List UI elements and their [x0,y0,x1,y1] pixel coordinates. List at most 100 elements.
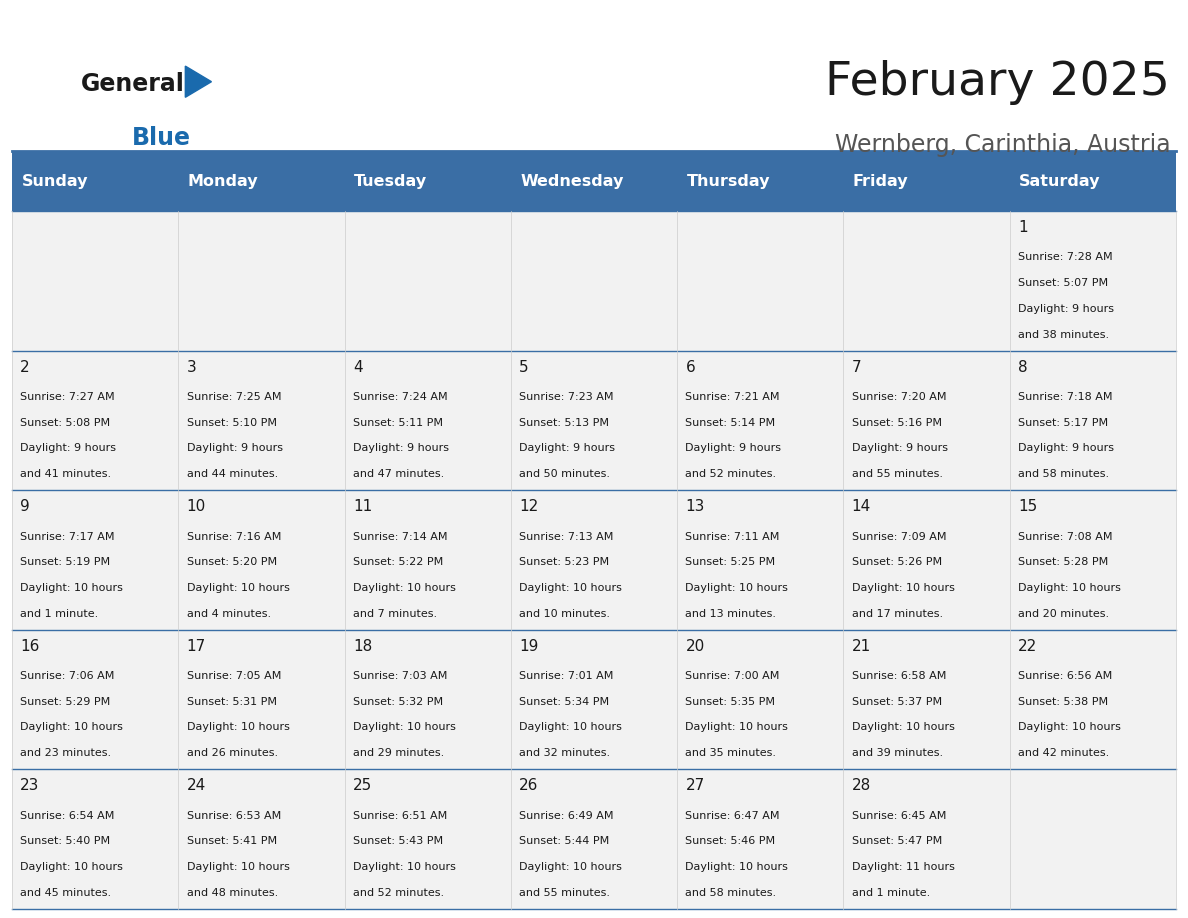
Bar [178,769,345,909]
Text: 19: 19 [519,639,538,654]
Bar [178,490,345,630]
Text: Wernberg, Carinthia, Austria: Wernberg, Carinthia, Austria [834,133,1170,157]
Bar [677,490,843,630]
Text: Sunset: 5:37 PM: Sunset: 5:37 PM [852,697,942,707]
Text: and 1 minute.: and 1 minute. [852,888,930,898]
Polygon shape [185,66,211,97]
Text: Sunrise: 6:54 AM: Sunrise: 6:54 AM [20,811,114,821]
Text: Tuesday: Tuesday [354,174,428,189]
Text: Sunrise: 6:56 AM: Sunrise: 6:56 AM [1018,671,1112,681]
Text: Sunrise: 6:47 AM: Sunrise: 6:47 AM [685,811,781,821]
Text: and 58 minutes.: and 58 minutes. [685,888,777,898]
Text: Daylight: 10 hours: Daylight: 10 hours [353,583,456,593]
Text: Sunrise: 7:13 AM: Sunrise: 7:13 AM [519,532,613,542]
Text: Daylight: 10 hours: Daylight: 10 hours [519,862,623,872]
Bar [178,630,345,769]
Bar [12,151,1176,211]
Text: Daylight: 10 hours: Daylight: 10 hours [353,722,456,733]
Bar [1010,630,1176,769]
Text: 12: 12 [519,499,538,514]
Text: Sunrise: 7:27 AM: Sunrise: 7:27 AM [20,392,115,402]
Bar [843,630,1010,769]
Text: 14: 14 [852,499,871,514]
Bar [511,211,677,351]
Text: Wednesday: Wednesday [520,174,624,189]
Bar [677,630,843,769]
Text: Sunrise: 7:01 AM: Sunrise: 7:01 AM [519,671,613,681]
Text: Daylight: 10 hours: Daylight: 10 hours [20,862,124,872]
Text: 2: 2 [20,360,30,375]
Text: Daylight: 10 hours: Daylight: 10 hours [852,722,955,733]
Text: Sunset: 5:31 PM: Sunset: 5:31 PM [187,697,277,707]
Text: Monday: Monday [188,174,258,189]
Text: Sunset: 5:26 PM: Sunset: 5:26 PM [852,557,942,567]
Text: Sunset: 5:17 PM: Sunset: 5:17 PM [1018,418,1108,428]
Text: 9: 9 [20,499,30,514]
Text: 6: 6 [685,360,695,375]
Text: and 50 minutes.: and 50 minutes. [519,469,611,479]
Text: Sunset: 5:29 PM: Sunset: 5:29 PM [20,697,110,707]
Text: February 2025: February 2025 [826,60,1170,105]
Text: Sunset: 5:40 PM: Sunset: 5:40 PM [20,836,110,846]
Text: Daylight: 10 hours: Daylight: 10 hours [187,722,290,733]
Text: Daylight: 10 hours: Daylight: 10 hours [852,583,955,593]
Text: Sunrise: 7:06 AM: Sunrise: 7:06 AM [20,671,114,681]
Text: 20: 20 [685,639,704,654]
Text: and 4 minutes.: and 4 minutes. [187,609,271,619]
Text: Daylight: 9 hours: Daylight: 9 hours [1018,443,1114,453]
Text: Daylight: 9 hours: Daylight: 9 hours [20,443,116,453]
Text: 3: 3 [187,360,196,375]
Text: Sunset: 5:19 PM: Sunset: 5:19 PM [20,557,110,567]
Text: Daylight: 10 hours: Daylight: 10 hours [685,722,789,733]
Text: Sunset: 5:10 PM: Sunset: 5:10 PM [187,418,277,428]
Text: Daylight: 10 hours: Daylight: 10 hours [20,583,124,593]
Bar [1010,351,1176,490]
Bar [12,490,178,630]
Text: and 44 minutes.: and 44 minutes. [187,469,278,479]
Text: Sunrise: 7:24 AM: Sunrise: 7:24 AM [353,392,448,402]
Text: Sunrise: 7:17 AM: Sunrise: 7:17 AM [20,532,115,542]
Text: 1: 1 [1018,220,1028,235]
Text: Daylight: 9 hours: Daylight: 9 hours [1018,304,1114,314]
Text: and 48 minutes.: and 48 minutes. [187,888,278,898]
Text: Sunrise: 7:14 AM: Sunrise: 7:14 AM [353,532,448,542]
Text: and 58 minutes.: and 58 minutes. [1018,469,1110,479]
Text: 5: 5 [519,360,529,375]
Text: Sunrise: 6:58 AM: Sunrise: 6:58 AM [852,671,946,681]
Text: Sunset: 5:07 PM: Sunset: 5:07 PM [1018,278,1108,288]
Text: and 39 minutes.: and 39 minutes. [852,748,943,758]
Text: Sunrise: 6:45 AM: Sunrise: 6:45 AM [852,811,946,821]
Text: Sunset: 5:34 PM: Sunset: 5:34 PM [519,697,609,707]
Text: Thursday: Thursday [687,174,770,189]
Text: Sunrise: 6:53 AM: Sunrise: 6:53 AM [187,811,280,821]
Text: Daylight: 10 hours: Daylight: 10 hours [685,583,789,593]
Text: Daylight: 9 hours: Daylight: 9 hours [852,443,948,453]
Text: and 52 minutes.: and 52 minutes. [685,469,777,479]
Bar [511,490,677,630]
Text: Sunset: 5:14 PM: Sunset: 5:14 PM [685,418,776,428]
Text: 17: 17 [187,639,206,654]
Text: 26: 26 [519,778,538,793]
Bar [1010,490,1176,630]
Text: and 26 minutes.: and 26 minutes. [187,748,278,758]
Bar [511,351,677,490]
Text: Daylight: 10 hours: Daylight: 10 hours [20,722,124,733]
Text: 7: 7 [852,360,861,375]
Text: Sunset: 5:32 PM: Sunset: 5:32 PM [353,697,443,707]
Text: Sunset: 5:13 PM: Sunset: 5:13 PM [519,418,609,428]
Text: Daylight: 10 hours: Daylight: 10 hours [519,722,623,733]
Text: and 45 minutes.: and 45 minutes. [20,888,112,898]
Text: Sunrise: 7:03 AM: Sunrise: 7:03 AM [353,671,447,681]
Text: and 13 minutes.: and 13 minutes. [685,609,777,619]
Text: Daylight: 10 hours: Daylight: 10 hours [685,862,789,872]
Bar [843,769,1010,909]
Bar [345,630,511,769]
Text: Sunrise: 6:49 AM: Sunrise: 6:49 AM [519,811,614,821]
Text: 4: 4 [353,360,362,375]
Text: 15: 15 [1018,499,1037,514]
Bar [843,211,1010,351]
Bar [1010,211,1176,351]
Text: Sunset: 5:44 PM: Sunset: 5:44 PM [519,836,609,846]
Text: Sunrise: 6:51 AM: Sunrise: 6:51 AM [353,811,447,821]
Text: Sunset: 5:25 PM: Sunset: 5:25 PM [685,557,776,567]
